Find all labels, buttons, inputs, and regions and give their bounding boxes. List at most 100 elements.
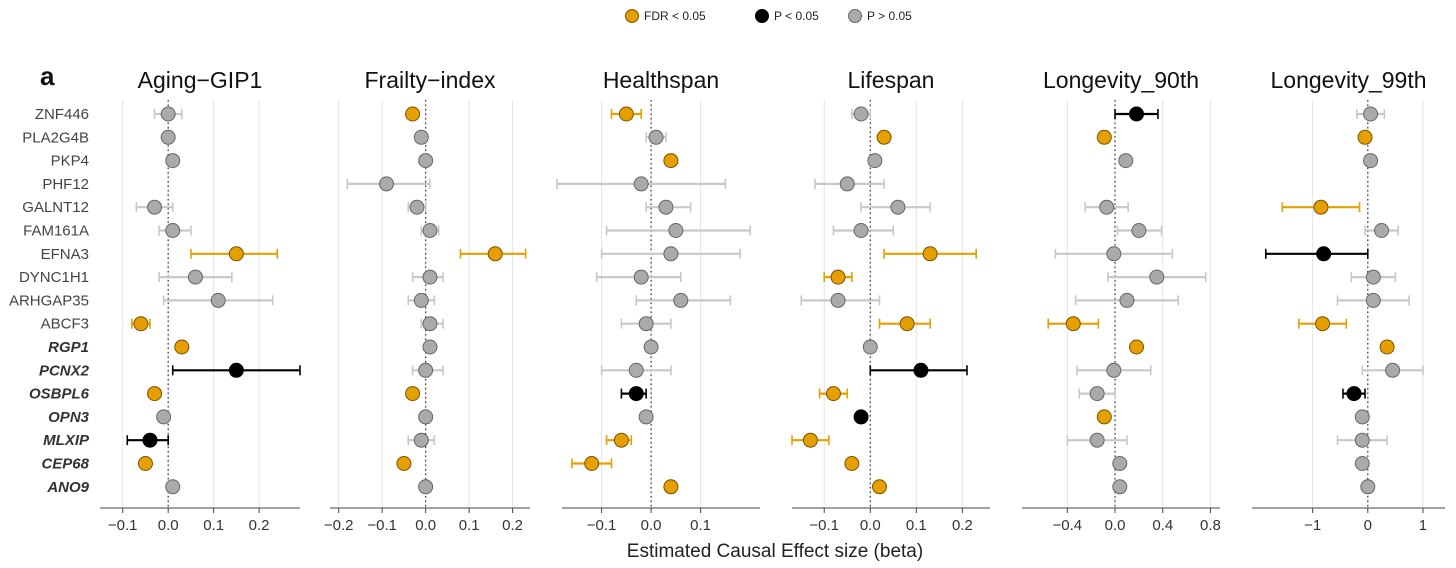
point-marker xyxy=(1112,456,1128,471)
data-point xyxy=(832,223,895,238)
x-tick-label: 0.0 xyxy=(158,517,179,534)
point-marker xyxy=(137,456,153,471)
point-marker xyxy=(1365,269,1381,285)
data-point xyxy=(411,362,444,378)
gene-label: OPN3 xyxy=(48,409,90,426)
data-point xyxy=(418,409,434,425)
data-point xyxy=(1118,153,1134,169)
data-point xyxy=(190,246,279,262)
gene-label: FAM161A xyxy=(23,223,89,240)
legend-item: FDR < 0.05 xyxy=(625,9,706,23)
data-point xyxy=(663,479,679,495)
data-point xyxy=(1364,223,1399,238)
point-marker xyxy=(1363,106,1379,122)
point-marker xyxy=(1354,432,1370,448)
data-point xyxy=(1350,269,1397,285)
data-point xyxy=(160,129,176,145)
point-marker xyxy=(1315,316,1331,332)
data-point xyxy=(663,153,679,169)
x-tick-label: 0 xyxy=(1364,517,1372,534)
data-point xyxy=(418,479,434,495)
data-point xyxy=(418,153,434,169)
point-marker xyxy=(1065,316,1081,332)
data-point xyxy=(605,432,633,448)
point-marker xyxy=(1129,339,1145,355)
point-marker xyxy=(379,176,395,192)
point-marker xyxy=(228,246,244,262)
x-tick-label: 0.1 xyxy=(459,517,480,534)
point-marker xyxy=(413,432,429,448)
data-point xyxy=(156,409,172,425)
data-point xyxy=(635,292,732,308)
legend-label: FDR < 0.05 xyxy=(644,9,706,23)
data-point xyxy=(405,386,421,402)
data-point xyxy=(860,199,931,215)
data-point xyxy=(165,479,181,495)
point-marker xyxy=(1313,199,1329,215)
data-point xyxy=(791,432,830,448)
data-point xyxy=(1084,199,1129,215)
data-point xyxy=(600,246,742,262)
point-marker xyxy=(1374,223,1390,238)
point-marker xyxy=(1096,409,1112,425)
panel-title: Longevity_99th xyxy=(1270,67,1426,93)
point-marker xyxy=(165,223,181,238)
panel-title: Aging−GIP1 xyxy=(138,67,263,93)
point-marker xyxy=(628,386,644,402)
data-point xyxy=(420,316,444,332)
data-point xyxy=(1264,246,1369,262)
point-marker xyxy=(1385,362,1401,378)
gene-labels: ZNF446 PLA2G4B PKP4 PHF12 GALNT12 FAM161A EFNA… xyxy=(9,106,90,496)
x-tick-label: −0.2 xyxy=(324,517,354,534)
point-marker xyxy=(871,479,887,495)
data-point xyxy=(867,153,883,169)
point-marker xyxy=(210,292,226,308)
point-marker xyxy=(1316,246,1332,262)
gene-label: ZNF446 xyxy=(35,106,89,123)
x-tick-label: 0.0 xyxy=(1105,517,1126,534)
data-point xyxy=(1116,223,1163,238)
data-point xyxy=(407,199,427,215)
point-marker xyxy=(422,316,438,332)
point-marker xyxy=(165,479,181,495)
gene-label: DYNC1H1 xyxy=(19,269,89,286)
point-marker xyxy=(802,432,818,448)
data-point xyxy=(876,129,892,145)
data-point xyxy=(1114,106,1159,122)
x-axis-title: Estimated Causal Effect size (beta) xyxy=(627,541,923,562)
point-marker xyxy=(648,129,664,145)
x-tick-label: −0.1 xyxy=(809,517,839,534)
point-marker xyxy=(628,362,644,378)
data-point xyxy=(405,106,421,122)
data-point xyxy=(137,456,153,471)
point-marker xyxy=(156,409,172,425)
point-marker xyxy=(663,153,679,169)
point-marker xyxy=(422,269,438,285)
data-point xyxy=(1076,362,1152,378)
point-marker xyxy=(422,223,438,238)
point-marker xyxy=(913,362,929,378)
point-marker xyxy=(853,106,869,122)
data-point xyxy=(1096,409,1112,425)
data-point xyxy=(135,199,174,215)
panel-letter: a xyxy=(40,61,55,91)
data-point xyxy=(1354,456,1370,471)
point-marker xyxy=(160,129,176,145)
x-tick-label: 0.2 xyxy=(952,517,973,534)
point-marker xyxy=(584,456,600,471)
data-point xyxy=(1096,129,1112,145)
data-point xyxy=(1355,106,1386,122)
gene-label: ABCF3 xyxy=(41,316,89,333)
point-marker xyxy=(1360,479,1376,495)
gene-label: PKP4 xyxy=(51,153,89,170)
point-marker xyxy=(633,176,649,192)
data-point xyxy=(1363,153,1379,169)
point-marker xyxy=(142,432,158,448)
data-point xyxy=(1066,432,1128,448)
point-marker xyxy=(1106,362,1122,378)
x-tick-label: 0.4 xyxy=(1152,517,1173,534)
point-marker xyxy=(228,362,244,378)
point-marker xyxy=(668,223,684,238)
data-point xyxy=(174,339,190,355)
point-marker xyxy=(1118,153,1134,169)
